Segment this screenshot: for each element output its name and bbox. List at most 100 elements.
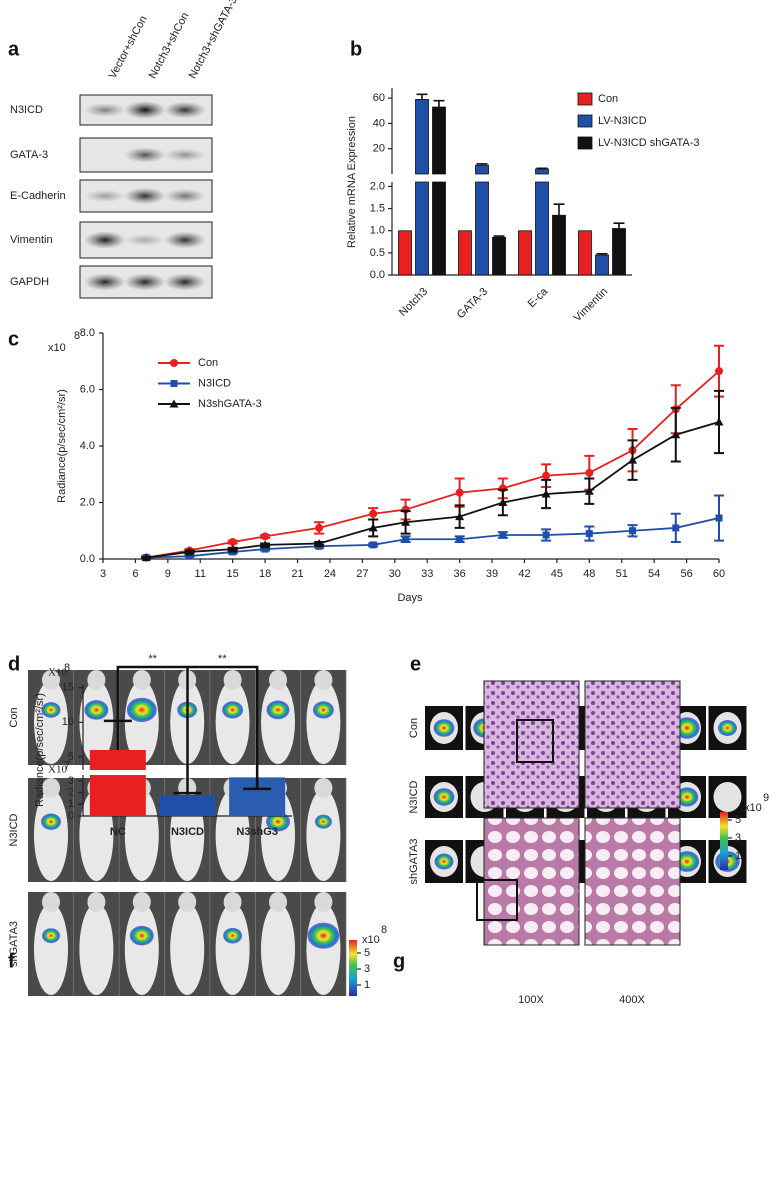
x-tick-label: 15 [227, 568, 239, 580]
blot-band [164, 148, 206, 162]
lane-label: Notch3+shCon [147, 11, 192, 81]
panel-letter: d [8, 653, 20, 675]
mouse [306, 903, 341, 995]
legend-marker [170, 380, 178, 387]
marker [185, 552, 193, 560]
error-bar [103, 719, 132, 750]
y-tick-label: 20 [373, 143, 385, 155]
color-bar [720, 812, 728, 870]
y-axis-label: Radiance(p/sec/cm²/sr) [56, 389, 68, 503]
marker [498, 498, 508, 506]
y-tick-label: 0.0 [80, 553, 95, 565]
zoom-box [476, 879, 518, 921]
blot-band [84, 189, 126, 203]
x-tick-label: 30 [389, 568, 401, 580]
mouse [34, 680, 68, 765]
marker [261, 545, 269, 553]
x-tick-label: 6 [132, 568, 138, 580]
mouse-head [42, 670, 60, 690]
mouse-head [223, 670, 242, 690]
blot-band [124, 273, 166, 291]
significance-label: ** [148, 653, 157, 665]
x-tick-label: 56 [680, 568, 692, 580]
marker [629, 527, 637, 535]
bar [159, 794, 216, 816]
mouse [261, 680, 295, 765]
x-tick-label: 60 [713, 568, 725, 580]
error-bar [613, 222, 625, 229]
x-tick-label: 21 [291, 568, 303, 580]
legend-label: N3shGATA-3 [198, 398, 262, 410]
error-bar [416, 93, 428, 100]
blot-band [124, 187, 166, 205]
y-multiplier: x10 [48, 342, 66, 354]
signal [718, 720, 737, 736]
signal [222, 701, 244, 719]
bar [578, 230, 592, 276]
signal [41, 813, 61, 830]
marker [715, 514, 723, 522]
signal [223, 927, 243, 944]
marker [715, 367, 723, 376]
blot-band [124, 101, 166, 119]
group-label: shGATA3 [408, 838, 420, 884]
color-bar [349, 940, 357, 996]
signal [674, 717, 700, 739]
blot-band [164, 231, 206, 249]
protein-label: GATA-3 [10, 149, 48, 161]
y-tick-label: 4.0 [80, 440, 95, 452]
signal [41, 702, 61, 718]
group-label: Con [8, 707, 20, 727]
signal [42, 928, 60, 944]
y-tick-label: 1.5 [370, 202, 385, 214]
mouse-head [223, 892, 242, 912]
signal [312, 701, 334, 719]
marker [585, 530, 593, 538]
scale-tick-label: 1 [735, 850, 741, 862]
x-tick-label: 48 [583, 568, 595, 580]
mouse [34, 789, 68, 881]
marker [714, 417, 724, 426]
group-label: N3ICD [408, 780, 420, 813]
marker [368, 523, 378, 532]
marker [228, 544, 238, 553]
mouse [215, 680, 250, 765]
x-tick-label: 51 [616, 568, 628, 580]
blot-band [164, 188, 206, 204]
scale-exponent: 9 [763, 792, 769, 804]
marker [228, 538, 237, 547]
error-bar [596, 252, 608, 256]
histology-image [483, 680, 580, 809]
blot-band [84, 273, 126, 291]
x-tick-label: E-ca [526, 285, 551, 310]
signal [129, 925, 154, 946]
bar [89, 749, 146, 816]
legend-label: LV-N3ICD shGATA-3 [598, 137, 699, 149]
group-label: N3ICD [8, 813, 20, 846]
mouse-head [269, 892, 287, 912]
marker [401, 517, 411, 526]
legend-swatch [577, 92, 593, 106]
y-tick-label: 60 [373, 92, 385, 104]
mouse-head [178, 892, 197, 912]
mouse [124, 903, 159, 995]
mouse-head [87, 670, 106, 690]
histology-image [584, 680, 681, 809]
group-label: Con [408, 718, 420, 738]
y-tick-label: 8.0 [80, 327, 95, 339]
blot-band [164, 273, 206, 291]
mouse [306, 680, 341, 765]
marker [455, 512, 465, 521]
signal [674, 851, 700, 872]
y-tick-label: 10 [62, 716, 74, 728]
bar [535, 168, 549, 276]
y-exponent: 7 [64, 760, 70, 772]
mouse [79, 903, 114, 995]
mouse-head [314, 892, 333, 912]
bar [518, 230, 532, 276]
signal [433, 719, 455, 737]
significance-bracket [116, 665, 259, 794]
x-tick-label: Notch3 [397, 286, 430, 319]
bar [415, 98, 429, 276]
